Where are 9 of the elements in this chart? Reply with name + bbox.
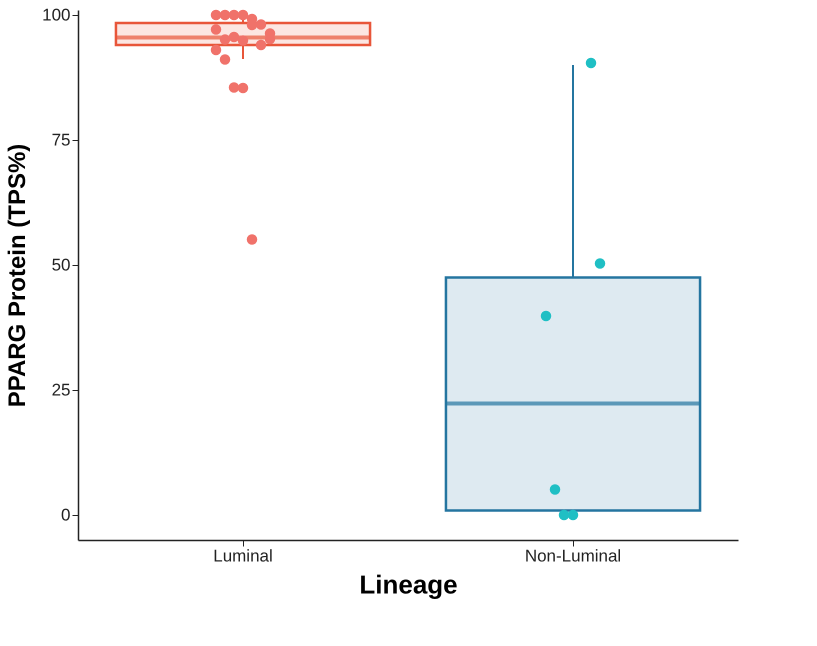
y-tick-label: 25 — [52, 380, 70, 400]
y-axis-title: PPARG Protein (TPS%) — [4, 144, 32, 408]
y-tick-label: 50 — [52, 256, 70, 274]
y-tick-label: 75 — [52, 130, 70, 150]
x-tick-label: Luminal — [213, 546, 273, 566]
y-tick-label: 100 — [42, 6, 70, 24]
x-axis-title: Lineage — [359, 570, 458, 600]
x-tick-label: Non-Luminal — [524, 546, 622, 566]
y-tick-label: 0 — [61, 506, 70, 524]
